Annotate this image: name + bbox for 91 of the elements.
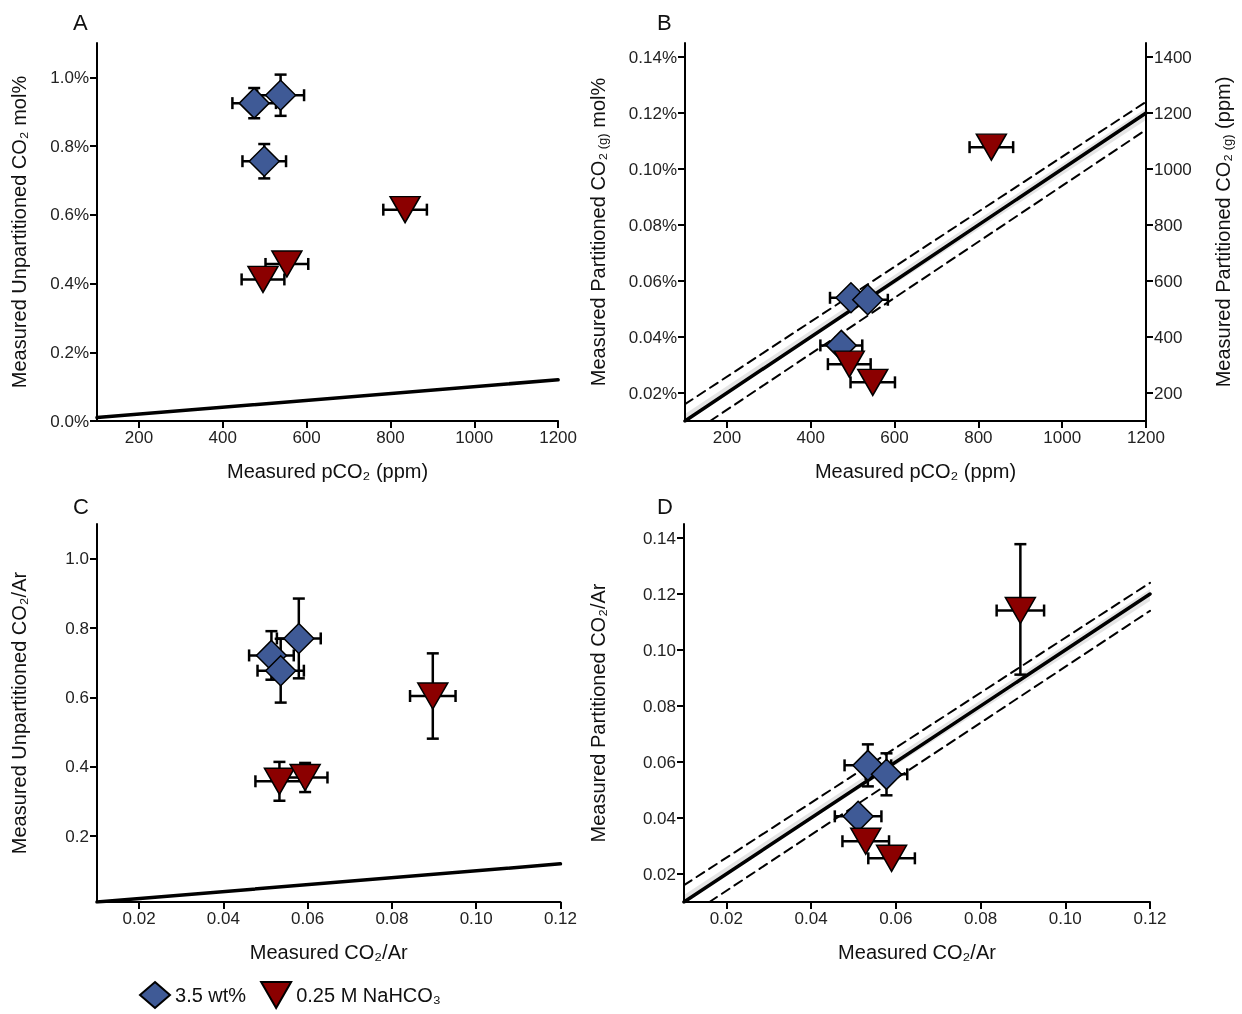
y-tick-label: 1.0% [50, 67, 89, 87]
point [849, 827, 882, 855]
x-tick-label: 0.02 [122, 909, 156, 928]
chart-title: A [73, 9, 88, 35]
y-tick-label: 0.2 [65, 826, 89, 846]
point [247, 265, 279, 294]
point [833, 350, 866, 378]
y-tick-label: 0.14% [628, 47, 677, 67]
y-axis-title: Measured Partitioned CO₂/Ar [587, 583, 609, 843]
point [852, 749, 884, 782]
y2-tick-label: 200 [1154, 383, 1183, 403]
x-tick-label: 200 [124, 428, 154, 447]
point [851, 284, 884, 316]
y-tick-label: 0.10 [642, 640, 676, 660]
y-tick-label: 0.8 [65, 618, 89, 638]
point [289, 763, 321, 792]
y-tick-label: 0.4 [65, 757, 89, 777]
point [264, 654, 297, 687]
y-tick-label: 0.06 [642, 752, 676, 772]
x-axis-title: Measured pCO₂ (ppm) [814, 460, 1017, 482]
y-tick-label: 0.14 [642, 528, 676, 548]
y2-tick-label: 1200 [1154, 103, 1192, 123]
point [857, 368, 889, 397]
y2-axis-title: Measured Partitioned CO₂ (g) (ppm) [1212, 76, 1235, 388]
y-tick-label: 0.0% [50, 411, 89, 431]
y-tick-label: 0.6% [50, 205, 89, 225]
y2-tick-label: 800 [1154, 215, 1183, 235]
x-tick-label: 1200 [1127, 428, 1165, 447]
point [875, 844, 908, 873]
x-axis-title: Measured CO₂/Ar [838, 941, 997, 963]
point [263, 767, 296, 796]
x-tick-label: 0.04 [794, 909, 828, 928]
y-axis-title: Measured Partitioned CO₂ (g) mol% [587, 77, 610, 387]
point [283, 622, 315, 655]
point [870, 758, 903, 791]
y2-tick-label: 1400 [1154, 47, 1192, 67]
y-tick-label: 1.0 [65, 549, 89, 569]
x-tick-label: 0.10 [1048, 909, 1082, 928]
x-tick-label: 800 [964, 428, 993, 447]
y2-tick-label: 600 [1154, 271, 1183, 291]
y-tick-label: 0.04 [642, 808, 676, 828]
y-axis-title: Measured Unpartitioned CO₂/Ar [8, 571, 30, 855]
point [975, 133, 1008, 161]
x-tick-label: 1200 [539, 428, 577, 447]
y-tick-label: 0.08% [628, 215, 677, 235]
x-tick-label: 0.02 [709, 909, 743, 928]
y-tick-label: 0.10% [628, 159, 677, 179]
legend-label: 0.25 M NaHCO₃ [296, 984, 441, 1006]
x-tick-label: 0.04 [206, 909, 240, 928]
point [271, 250, 303, 278]
point [1004, 596, 1037, 625]
point [248, 145, 280, 177]
x-axis-title: Measured pCO₂ (ppm) [226, 460, 429, 482]
x-tick-label: 600 [292, 428, 321, 447]
x-tick-label: 200 [712, 428, 742, 447]
y-tick-label: 0.02 [642, 864, 676, 884]
chart-title: D [657, 493, 673, 519]
y-tick-label: 0.12 [642, 584, 676, 604]
x-tick-label: 0.08 [964, 909, 998, 928]
x-tick-label: 400 [796, 428, 825, 447]
x-tick-label: 400 [208, 428, 237, 447]
x-tick-label: 0.12 [543, 909, 577, 928]
y-tick-label: 0.02% [628, 383, 677, 403]
y-tick-label: 0.6 [65, 687, 89, 707]
chart-title: B [657, 9, 672, 35]
chart-title: C [73, 493, 89, 519]
x-tick-label: 0.08 [375, 909, 409, 928]
x-tick-label: 800 [376, 428, 405, 447]
legend-label: 3.5 wt% [175, 984, 247, 1006]
y-tick-label: 0.2% [50, 342, 89, 362]
y-tick-label: 0.04% [628, 327, 677, 347]
y2-tick-label: 400 [1154, 327, 1183, 347]
y-tick-label: 0.4% [50, 274, 89, 294]
point [264, 79, 297, 111]
point [389, 195, 421, 224]
x-tick-label: 600 [880, 428, 909, 447]
x-axis-title: Measured CO₂/Ar [249, 941, 408, 963]
x-tick-label: 0.10 [459, 909, 493, 928]
x-tick-label: 0.12 [1133, 909, 1167, 928]
y-tick-label: 0.08 [642, 696, 676, 716]
point [417, 682, 449, 710]
x-tick-label: 0.06 [879, 909, 913, 928]
x-tick-label: 1000 [1043, 428, 1082, 447]
y-tick-label: 0.06% [628, 271, 677, 291]
x-tick-label: 1000 [455, 428, 494, 447]
point [238, 87, 270, 119]
y-tick-label: 0.8% [50, 136, 89, 156]
y2-tick-label: 1000 [1154, 159, 1192, 179]
x-tick-label: 0.06 [291, 909, 325, 928]
y-axis-title: Measured Unpartitioned CO₂ mol% [8, 75, 30, 389]
y-tick-label: 0.12% [628, 103, 677, 123]
